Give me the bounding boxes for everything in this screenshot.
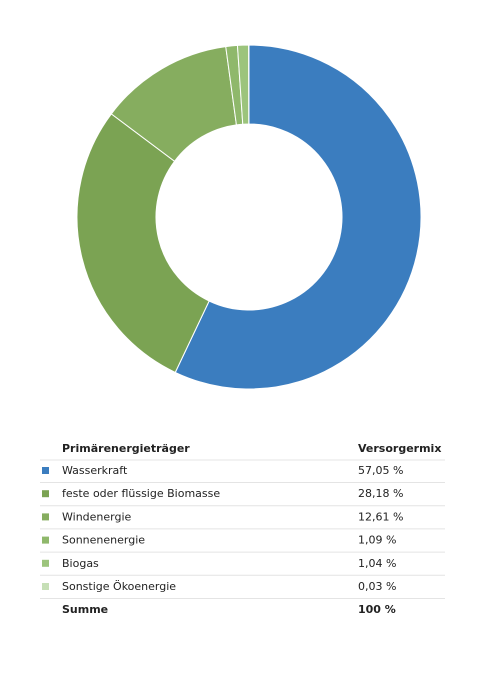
value-label: 1,09 % bbox=[358, 534, 396, 547]
legend-label: Windenergie bbox=[62, 510, 132, 523]
legend-swatch bbox=[42, 536, 49, 544]
donut-segment bbox=[76, 113, 210, 374]
value-label: 28,18 % bbox=[358, 487, 403, 500]
table-header: Versorgermix bbox=[358, 442, 441, 455]
legend-label: Biogas bbox=[62, 557, 99, 570]
legend-swatch bbox=[42, 467, 49, 474]
legend-table: Wasserkraft 57,05 % feste oder flüssige Bi… bbox=[40, 459, 445, 599]
total-label: Summe bbox=[62, 603, 108, 616]
legend-swatch bbox=[42, 583, 49, 590]
legend-label: Sonnenenergie bbox=[62, 534, 145, 547]
value-label: 12,61 % bbox=[358, 510, 403, 523]
value-label: 57,05 % bbox=[358, 464, 403, 477]
value-label: 1,04 % bbox=[358, 557, 396, 570]
legend-swatch bbox=[42, 490, 49, 498]
legend-label: Sonstige Ökoenergie bbox=[62, 580, 176, 593]
table-header: Primärenergieträger bbox=[62, 442, 190, 455]
legend-swatch bbox=[42, 559, 49, 567]
legend-swatch bbox=[42, 513, 49, 521]
legend-label: feste oder flüssige Biomasse bbox=[62, 487, 220, 500]
legend-label: Wasserkraft bbox=[62, 464, 128, 477]
total-value: 100 % bbox=[358, 603, 396, 616]
donut-segment bbox=[174, 44, 422, 390]
donut-chart bbox=[76, 44, 422, 390]
value-label: 0,03 % bbox=[358, 580, 396, 593]
